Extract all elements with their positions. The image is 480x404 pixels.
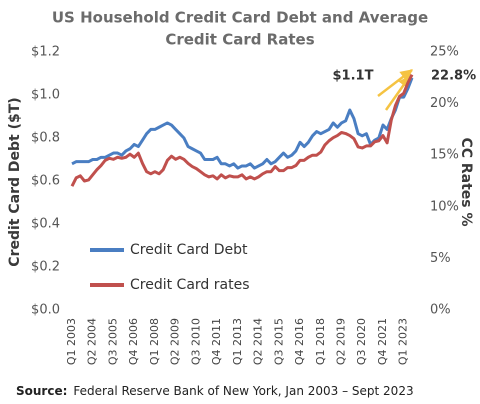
- y-tick-label: $0.8: [31, 131, 60, 146]
- y2-tick-label: 15%: [430, 148, 459, 163]
- y2-tick-label: 5%: [430, 251, 451, 266]
- y2-tick-label: 20%: [430, 96, 459, 111]
- x-tick-label: Q2 2009: [169, 318, 182, 365]
- y-tick-label: $0.4: [31, 217, 60, 232]
- x-tick-label: Q3 2020: [355, 318, 368, 365]
- y-tick-label: $0.2: [31, 260, 60, 275]
- x-tick-label: Q4 2016: [293, 318, 306, 365]
- y2-tick-label: 10%: [430, 199, 459, 214]
- x-tick-label: Q1 2018: [314, 318, 327, 365]
- y2-tick-label: 25%: [430, 45, 459, 60]
- y2-tick-label: 0%: [430, 303, 451, 318]
- x-tick-label: Q1 2023: [397, 318, 410, 365]
- x-tick-label: Q1 2013: [231, 318, 244, 365]
- x-tick-label: Q1 2003: [65, 318, 78, 365]
- chart-title: Credit Card Rates: [165, 31, 314, 49]
- y-axis-title: Credit Card Debt ($T): [7, 97, 23, 266]
- annotation-arrow: [384, 74, 412, 111]
- x-tick-label: Q4 2011: [210, 318, 223, 365]
- annotation-arrow: [377, 69, 413, 97]
- y-tick-label: $1.2: [31, 45, 60, 60]
- y-tick-label: $0.0: [31, 303, 60, 318]
- legend-label: Credit Card rates: [130, 277, 250, 293]
- source-text: Federal Reserve Bank of New York, Jan 20…: [73, 384, 413, 398]
- chart-title: US Household Credit Card Debt and Averag…: [52, 9, 428, 27]
- x-tick-label: Q2 2019: [335, 318, 348, 365]
- source-label: Source:: [16, 384, 67, 398]
- annotation: $1.1T: [333, 69, 374, 84]
- x-tick-label: Q4 2006: [127, 318, 140, 365]
- y-tick-label: $1.0: [31, 88, 60, 103]
- y-tick-label: $0.6: [31, 174, 60, 189]
- annotation: 22.8%: [431, 69, 476, 84]
- x-tick-label: Q3 2010: [189, 318, 202, 365]
- y2-axis-title: CC Rates %: [458, 137, 474, 226]
- series-line: [70, 74, 414, 187]
- x-tick-label: Q3 2015: [272, 318, 285, 365]
- x-tick-label: Q1 2008: [148, 318, 161, 365]
- x-tick-label: Q4 2021: [376, 318, 389, 365]
- source: Source: Federal Reserve Bank of New York,…: [16, 384, 414, 398]
- legend-label: Credit Card Debt: [130, 242, 248, 258]
- series-line: [71, 77, 414, 170]
- x-tick-label: Q2 2004: [86, 318, 99, 365]
- x-tick-label: Q2 2014: [252, 318, 265, 365]
- x-tick-label: Q3 2005: [106, 318, 119, 365]
